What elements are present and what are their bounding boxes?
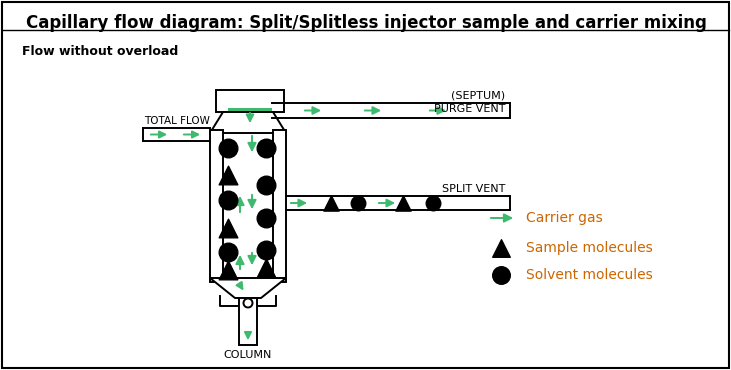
Text: Solvent molecules: Solvent molecules (526, 268, 653, 282)
Point (222, 249, 234, 255)
Point (222, 197, 234, 203)
Text: Capillary flow diagram: Split/Splitless injector sample and carrier mixing: Capillary flow diagram: Split/Splitless … (26, 14, 706, 32)
Bar (210, 130, 223, 282)
Bar (228, 108, 272, 127)
Point (397, 200, 409, 206)
Text: (SEPTUM): (SEPTUM) (451, 90, 505, 100)
Text: Carrier gas: Carrier gas (526, 211, 603, 225)
Bar (273, 130, 286, 282)
Point (222, 225, 234, 231)
Point (260, 247, 272, 253)
Text: PURGE VENT: PURGE VENT (433, 104, 505, 114)
Point (222, 267, 234, 273)
Text: Flow without overload: Flow without overload (22, 45, 178, 58)
Point (495, 272, 507, 278)
Point (260, 215, 272, 221)
Point (260, 265, 272, 271)
Polygon shape (210, 278, 286, 298)
Text: SPLIT VENT: SPLIT VENT (442, 184, 505, 194)
Bar (239, 298, 257, 345)
Text: COLUMN: COLUMN (224, 350, 272, 360)
Point (222, 172, 234, 178)
Text: TOTAL FLOW: TOTAL FLOW (143, 116, 210, 126)
Point (222, 145, 234, 151)
Bar (216, 90, 284, 112)
Polygon shape (210, 112, 286, 133)
Point (495, 245, 507, 251)
Point (325, 200, 337, 206)
Point (260, 182, 272, 188)
Point (427, 200, 439, 206)
Text: Sample molecules: Sample molecules (526, 241, 653, 255)
Point (352, 200, 364, 206)
Point (260, 145, 272, 151)
